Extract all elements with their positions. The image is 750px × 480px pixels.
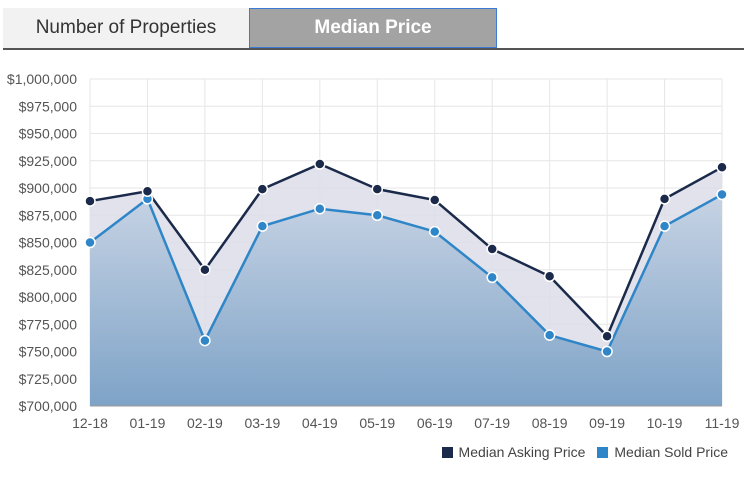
x-tick-label: 08-19 (532, 415, 568, 431)
asking-price-point[interactable] (658, 193, 671, 205)
asking-price-point[interactable] (84, 195, 96, 207)
y-tick-label: $825,000 (19, 262, 78, 278)
chart-points (84, 158, 728, 358)
legend-swatch-sold (597, 446, 609, 458)
x-tick-label: 07-19 (474, 415, 510, 431)
y-tick-label: $850,000 (19, 235, 78, 251)
x-tick-label: 03-19 (244, 415, 280, 431)
asking-price-point[interactable] (371, 183, 384, 195)
tab-bar-underline (3, 48, 744, 50)
x-tick-label: 11-19 (705, 415, 740, 431)
sold-price-point[interactable] (199, 334, 211, 347)
sold-price-point[interactable] (84, 236, 96, 249)
y-tick-label: $750,000 (19, 344, 78, 360)
sold-price-point[interactable] (486, 271, 498, 284)
tab-median-price[interactable]: Median Price (249, 8, 497, 48)
asking-price-point[interactable] (543, 270, 556, 283)
x-tick-label: 01-19 (130, 415, 166, 431)
asking-price-point[interactable] (486, 243, 498, 255)
x-tick-label: 06-19 (417, 415, 453, 431)
chart-legend: Median Asking Price Median Sold Price (430, 444, 728, 460)
asking-price-point[interactable] (601, 330, 613, 342)
x-tick-label: 10-19 (647, 415, 683, 431)
tab-bar: Number of Properties Median Price (0, 0, 750, 50)
sold-price-point[interactable] (371, 209, 384, 221)
legend-label-asking: Median Asking Price (458, 444, 586, 460)
sold-price-point[interactable] (658, 220, 671, 232)
asking-price-line (89, 162, 723, 339)
legend-item-asking[interactable]: Median Asking Price (441, 444, 586, 460)
sold-price-line (89, 193, 723, 353)
chart-lines (89, 162, 723, 353)
sold-price-point[interactable] (256, 220, 269, 232)
y-tick-label: $1,000,000 (7, 71, 77, 87)
sold-price-point[interactable] (601, 345, 613, 358)
x-tick-label: 02-19 (187, 415, 223, 431)
sold-price-point[interactable] (716, 188, 728, 201)
asking-price-point[interactable] (199, 264, 211, 276)
legend-item-sold[interactable]: Median Sold Price (597, 444, 728, 460)
x-tick-label: 09-19 (589, 415, 625, 431)
sold-price-point[interactable] (543, 329, 556, 341)
y-tick-label: $975,000 (19, 98, 78, 114)
y-tick-label: $950,000 (19, 126, 78, 142)
median-price-chart: $700,000 $725,000 $750,000 $775,000 $800,000… (7, 71, 740, 431)
x-tick-label: 04-19 (302, 415, 338, 431)
asking-price-point[interactable] (428, 194, 441, 206)
tab-number-of-properties[interactable]: Number of Properties (3, 8, 249, 48)
sold-price-point[interactable] (314, 202, 326, 215)
legend-swatch-asking (441, 446, 453, 458)
y-tick-label: $725,000 (19, 371, 78, 387)
asking-price-point[interactable] (256, 183, 269, 195)
x-tick-label: 12-18 (72, 415, 108, 431)
y-tick-label: $700,000 (19, 398, 78, 414)
legend-label-sold: Median Sold Price (614, 444, 728, 460)
y-tick-label: $875,000 (19, 207, 78, 223)
y-tick-label: $900,000 (19, 180, 78, 196)
asking-price-point[interactable] (716, 161, 728, 174)
sold-price-point[interactable] (428, 225, 441, 238)
asking-price-point[interactable] (141, 185, 154, 198)
y-tick-label: $925,000 (19, 153, 78, 169)
sold-price-area (90, 194, 722, 406)
y-tick-label: $775,000 (19, 316, 78, 332)
chart-axes: $700,000 $725,000 $750,000 $775,000 $800,000… (7, 71, 740, 431)
x-tick-label: 05-19 (359, 415, 395, 431)
y-tick-label: $800,000 (19, 289, 78, 305)
asking-price-point[interactable] (314, 158, 326, 170)
